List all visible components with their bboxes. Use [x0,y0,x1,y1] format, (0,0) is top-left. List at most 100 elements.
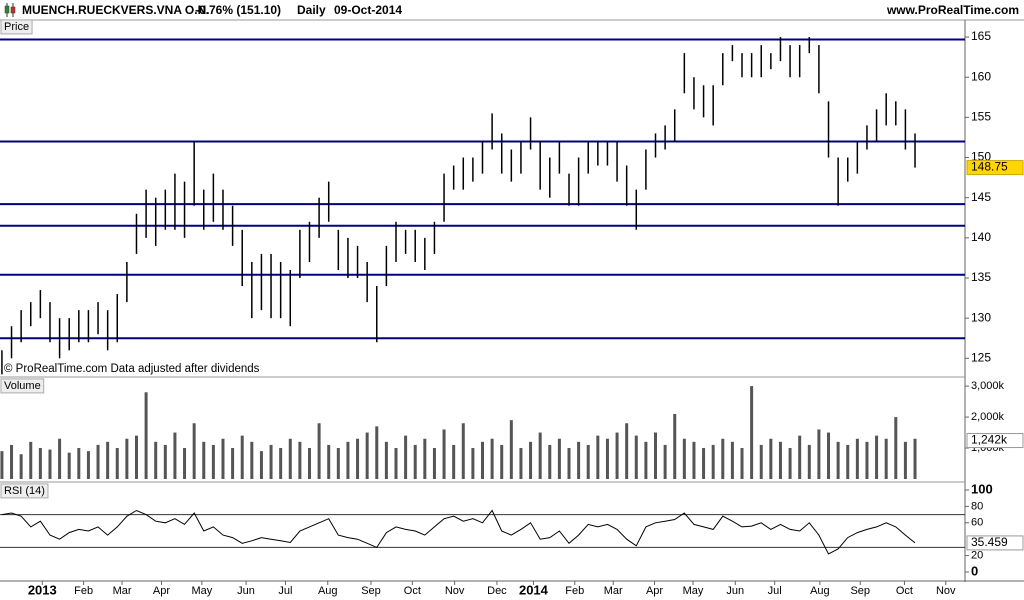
x-tick-label: Sep [361,585,381,597]
volume-bar [740,448,744,479]
x-tick-label: Feb [565,585,584,597]
x-tick-label: May [683,585,704,597]
volume-bar [509,420,513,479]
volume-bar [173,432,177,479]
y-tick-label: 160 [971,69,991,83]
volume-bar [115,448,119,479]
volume-bar [394,448,398,479]
volume-bar [490,438,494,479]
volume-bar [788,448,792,479]
change: -0.76% (151.10) [195,3,281,17]
x-tick-label: Jun [237,585,255,597]
volume-bar [903,441,907,479]
volume-bar [644,441,648,479]
x-tick-label: Mar [604,585,623,597]
y-tick-label: 165 [971,29,991,43]
volume-bar [846,444,850,479]
volume-bar [798,435,802,479]
volume-bar [86,451,90,479]
volume-bar [529,441,533,479]
volume-bar [759,444,763,479]
volume-bar [673,413,677,479]
volume-bar [750,386,754,479]
volume-bar [96,444,100,479]
data-note: © ProRealTime.com Data adjusted after di… [4,363,260,375]
volume-bar [567,448,571,479]
volume-bar [807,444,811,479]
y-tick-label: 145 [971,190,991,204]
volume-bar [865,441,869,479]
symbol: MUENCH.RUECKVERS.VNA O.N. [22,3,210,17]
volume-bar [288,438,292,479]
site: www.ProRealTime.com [886,3,1019,17]
volume-bar [211,444,215,479]
volume-bar [48,449,52,479]
volume-bar [605,438,609,479]
volume-bar [432,448,436,479]
volume-bar [519,448,523,479]
x-tick-label: Apr [153,585,170,597]
x-tick-label: Aug [810,585,830,597]
volume-bar [154,441,158,479]
volume-bar [778,441,782,479]
volume-bar [884,438,888,479]
volume-bar [67,452,71,479]
volume-bar [702,448,706,479]
y-tick-label: 125 [971,351,991,365]
volume-bar [183,448,187,479]
volume-bar [307,448,311,479]
volume-bar [356,438,360,479]
volume-bar [769,438,773,479]
volume-bar [163,444,167,479]
last-value-box [966,535,1024,551]
x-tick-label: Dec [487,585,507,597]
volume-bar [279,448,283,479]
volume-bar [836,441,840,479]
volume-bar [586,444,590,479]
volume-bar [654,432,658,479]
x-tick-label: Jun [726,585,744,597]
volume-bar [500,444,504,479]
x-tick-label: Nov [936,585,956,597]
volume-bar [682,438,686,479]
volume-bar [721,438,725,479]
volume-bar [10,444,14,479]
y-tick-label: 3,000k [971,380,1005,392]
x-tick-label: Sep [850,585,870,597]
volume-bar [19,454,23,479]
volume-bar [29,441,33,479]
volume-bar [365,432,369,479]
volume-bar [317,423,321,479]
volume-bar [134,435,138,479]
last-value-box [966,160,1024,176]
y-tick-label: 2,000k [971,411,1005,423]
y-tick-label: 20 [971,550,983,562]
x-tick-label: Jul [278,585,292,597]
volume-bar [269,444,273,479]
y-tick-label: 135 [971,270,991,284]
panel-title: Price [4,21,29,33]
period: Daily [297,3,326,17]
panel-title-box [0,483,49,499]
volume-bar [384,441,388,479]
volume-bar [481,441,484,479]
volume-bar [58,438,62,479]
panel-title-box [0,378,45,394]
volume-bar [327,444,331,479]
volume-bar [0,451,4,479]
y-tick-label: 100 [971,481,993,496]
x-tick-label: Feb [74,585,93,597]
panel-title-box [0,19,33,35]
volume-bar [827,432,831,479]
x-tick-label: Nov [445,585,465,597]
volume-bar [596,435,600,479]
rsi-line [1,509,916,555]
x-tick-label: 2014 [519,582,549,597]
x-tick-label: 2013 [28,582,57,597]
y-tick-label: 60 [971,517,983,529]
volume-bar [634,435,638,479]
last-value-box [966,433,1024,449]
volume-bar [413,444,417,479]
